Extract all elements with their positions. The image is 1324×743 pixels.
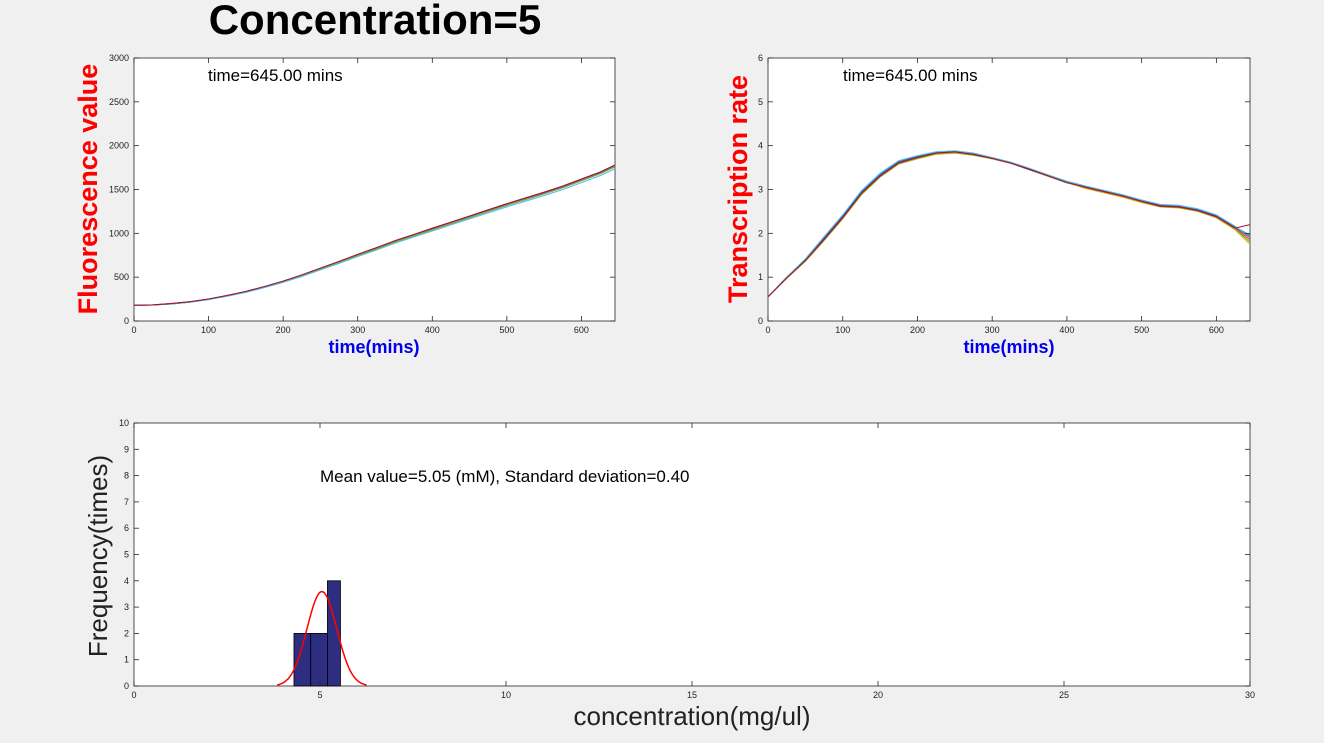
y-tick-label: 1 xyxy=(124,655,129,665)
figure-title: Concentration=5 xyxy=(208,0,542,43)
tick-group: 0 100 200 300 400 500 600 0 1 2 3 4 5 6 xyxy=(758,53,1250,335)
x-tick-label: 15 xyxy=(687,690,697,700)
series-line xyxy=(767,150,1251,298)
x-tick-label: 0 xyxy=(131,325,136,335)
y-tick-label: 5 xyxy=(124,550,129,560)
y-tick-label: 6 xyxy=(124,523,129,533)
series-line xyxy=(133,164,616,306)
y-tick-label: 3000 xyxy=(109,53,129,63)
x-tick-label: 300 xyxy=(985,325,1000,335)
x-tick-label: 100 xyxy=(835,325,850,335)
y-axis-label: Transcription rate xyxy=(723,75,753,303)
y-tick-label: 1000 xyxy=(109,228,129,238)
x-tick-label: 0 xyxy=(765,325,770,335)
y-tick-label: 5 xyxy=(758,97,763,107)
y-axis-label: Frequency(times) xyxy=(83,455,113,657)
histogram-bar xyxy=(293,633,312,687)
y-tick-label: 0 xyxy=(124,316,129,326)
transcription-rate-chart: 0 100 200 300 400 500 600 0 1 2 3 4 5 6 time=645.00 m… xyxy=(723,53,1251,357)
y-tick-label: 9 xyxy=(124,444,129,454)
y-tick-label: 7 xyxy=(124,497,129,507)
y-tick-label: 3 xyxy=(758,185,763,195)
y-tick-label: 2500 xyxy=(109,97,129,107)
y-tick-label: 2 xyxy=(758,228,763,238)
chart-annotation: time=645.00 mins xyxy=(843,66,978,85)
y-tick-label: 4 xyxy=(758,141,763,151)
x-tick-label: 200 xyxy=(276,325,291,335)
y-tick-label: 10 xyxy=(119,418,129,428)
y-tick-label: 0 xyxy=(124,681,129,691)
y-tick-label: 0 xyxy=(758,316,763,326)
histogram-chart: 0 5 10 15 20 25 30 0 1 2 3 4 5 6 7 8 9 10 Mean value=5.05… xyxy=(83,418,1255,731)
y-tick-label: 1500 xyxy=(109,185,129,195)
x-tick-label: 500 xyxy=(499,325,514,335)
x-tick-label: 600 xyxy=(1209,325,1224,335)
y-tick-label: 500 xyxy=(114,272,129,282)
series-line xyxy=(133,168,616,306)
y-tick-label: 6 xyxy=(758,53,763,63)
y-tick-label: 8 xyxy=(124,471,129,481)
x-axis-label: concentration(mg/ul) xyxy=(574,701,811,731)
fluorescence-chart: 0 100 200 300 400 500 600 0 500 1000 1500 2000 2500 3… xyxy=(73,53,616,357)
x-tick-label: 200 xyxy=(910,325,925,335)
x-tick-label: 400 xyxy=(425,325,440,335)
chart-annotation: time=645.00 mins xyxy=(208,66,343,85)
histogram-bar xyxy=(310,633,328,687)
series-group xyxy=(767,150,1251,298)
x-tick-label: 10 xyxy=(501,690,511,700)
chart-plot-area xyxy=(133,57,616,322)
tick-group: 0 100 200 300 400 500 600 0 500 1000 1500 2000 2500 3… xyxy=(109,53,615,335)
chart-annotation: Mean value=5.05 (mM), Standard deviation… xyxy=(320,467,690,486)
x-axis-label: time(mins) xyxy=(328,337,419,357)
y-tick-label: 2000 xyxy=(109,141,129,151)
x-tick-label: 100 xyxy=(201,325,216,335)
y-tick-label: 3 xyxy=(124,602,129,612)
x-axis-label: time(mins) xyxy=(963,337,1054,357)
chart-plot-area xyxy=(767,57,1251,322)
x-tick-label: 5 xyxy=(317,690,322,700)
fit-curve-group xyxy=(277,590,367,686)
x-tick-label: 25 xyxy=(1059,690,1069,700)
x-tick-label: 500 xyxy=(1134,325,1149,335)
y-tick-label: 1 xyxy=(758,272,763,282)
y-tick-label: 4 xyxy=(124,576,129,586)
y-tick-label: 2 xyxy=(124,628,129,638)
normal-fit-curve xyxy=(277,590,367,686)
x-tick-label: 300 xyxy=(350,325,365,335)
x-tick-label: 30 xyxy=(1245,690,1255,700)
series-line xyxy=(767,151,1251,298)
x-tick-label: 600 xyxy=(574,325,589,335)
y-axis-label: Fluorescence value xyxy=(73,64,103,315)
tick-group: 0 5 10 15 20 25 30 0 1 2 3 4 5 6 7 8 9 10 xyxy=(119,418,1255,700)
x-tick-label: 400 xyxy=(1059,325,1074,335)
x-tick-label: 0 xyxy=(131,690,136,700)
x-tick-label: 20 xyxy=(873,690,883,700)
series-group xyxy=(133,164,616,306)
